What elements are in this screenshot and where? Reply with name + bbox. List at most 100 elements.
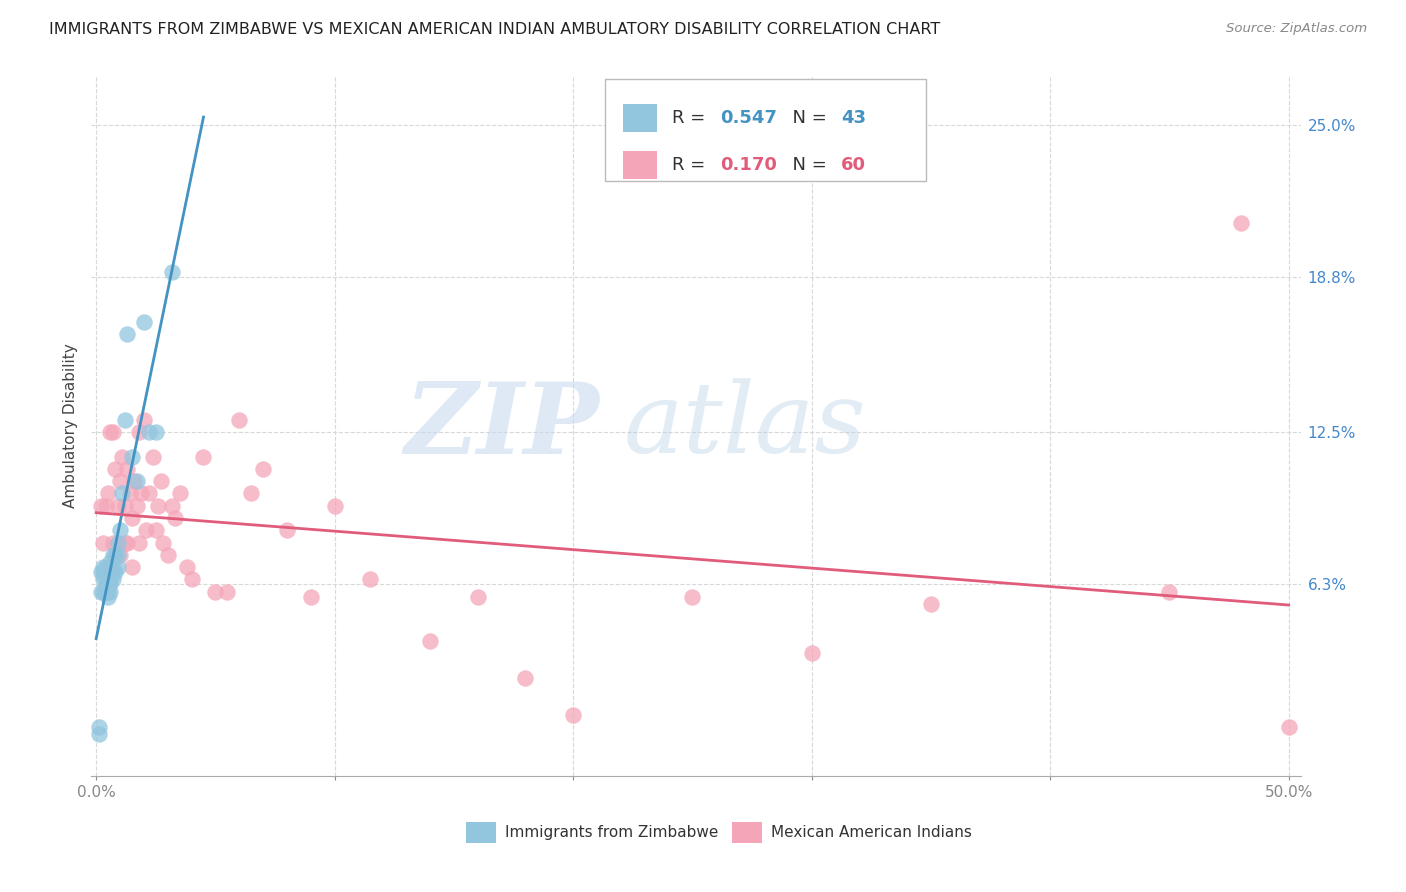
Point <box>91 560 114 574</box>
Point <box>359 573 381 587</box>
Point <box>100 560 122 574</box>
Point <box>101 560 124 574</box>
Text: atlas: atlas <box>623 378 866 474</box>
Point <box>169 486 191 500</box>
Bar <box>623 103 657 132</box>
Point <box>104 548 127 562</box>
Point <box>562 707 585 722</box>
Point <box>204 584 226 599</box>
Point <box>135 524 157 538</box>
Text: N =: N = <box>780 109 832 127</box>
Point <box>100 555 122 569</box>
Point <box>125 474 148 488</box>
Point <box>152 535 174 549</box>
Point <box>91 573 114 587</box>
Point <box>90 584 112 599</box>
Point <box>90 499 112 513</box>
Point <box>163 511 186 525</box>
Point <box>97 577 120 591</box>
Point <box>115 462 138 476</box>
Point <box>90 565 112 579</box>
Point <box>138 486 160 500</box>
Text: ZIP: ZIP <box>405 377 599 475</box>
Bar <box>623 152 657 179</box>
Point <box>87 727 110 741</box>
Text: Immigrants from Zimbabwe: Immigrants from Zimbabwe <box>505 824 718 839</box>
Point <box>97 565 120 579</box>
Point <box>114 499 136 513</box>
Point <box>87 720 110 734</box>
Point <box>107 499 129 513</box>
Point <box>193 450 215 464</box>
Text: N =: N = <box>780 156 832 175</box>
Point <box>91 535 114 549</box>
Point <box>101 535 124 549</box>
Point <box>101 565 124 579</box>
Point <box>114 413 136 427</box>
Point <box>94 499 117 513</box>
Y-axis label: Ambulatory Disability: Ambulatory Disability <box>63 343 79 508</box>
Point <box>108 524 131 538</box>
FancyBboxPatch shape <box>605 79 925 181</box>
Point <box>94 584 117 599</box>
Point <box>145 425 167 439</box>
Point <box>146 499 169 513</box>
Point <box>162 499 184 513</box>
Point <box>94 560 117 574</box>
Point <box>97 590 120 604</box>
Point <box>114 535 136 549</box>
Point <box>101 425 124 439</box>
Point <box>800 646 823 660</box>
Point <box>128 535 150 549</box>
Point <box>149 474 172 488</box>
Point <box>240 486 263 500</box>
Point <box>94 565 117 579</box>
Point <box>107 548 129 562</box>
Text: 43: 43 <box>841 109 866 127</box>
Point <box>107 535 129 549</box>
Point <box>131 486 153 500</box>
Point <box>252 462 274 476</box>
Point <box>101 573 124 587</box>
Point <box>101 548 124 562</box>
Point <box>108 474 131 488</box>
Point <box>681 590 703 604</box>
Text: Source: ZipAtlas.com: Source: ZipAtlas.com <box>1226 22 1367 36</box>
Point <box>111 450 134 464</box>
Point <box>100 577 122 591</box>
Point <box>180 573 202 587</box>
Point <box>97 560 120 574</box>
Point <box>138 425 160 439</box>
Text: Mexican American Indians: Mexican American Indians <box>770 824 972 839</box>
Point <box>104 462 127 476</box>
Text: IMMIGRANTS FROM ZIMBABWE VS MEXICAN AMERICAN INDIAN AMBULATORY DISABILITY CORREL: IMMIGRANTS FROM ZIMBABWE VS MEXICAN AMER… <box>49 22 941 37</box>
Bar <box>467 822 496 843</box>
Point <box>276 524 298 538</box>
Point <box>94 577 117 591</box>
Text: R =: R = <box>672 109 711 127</box>
Point <box>125 499 148 513</box>
Point <box>132 314 155 328</box>
Point <box>162 265 184 279</box>
Point <box>121 560 143 574</box>
Point <box>91 584 114 599</box>
Point <box>124 474 146 488</box>
Point <box>104 565 127 579</box>
Point <box>111 486 134 500</box>
Text: 0.170: 0.170 <box>720 156 778 175</box>
Point <box>100 584 122 599</box>
Point <box>97 573 120 587</box>
Point <box>108 548 131 562</box>
Point <box>145 524 167 538</box>
Point <box>920 597 942 611</box>
Point <box>299 590 322 604</box>
Text: 0.547: 0.547 <box>720 109 778 127</box>
Point <box>1159 584 1181 599</box>
Text: 60: 60 <box>841 156 866 175</box>
Point <box>176 560 198 574</box>
Point <box>100 565 122 579</box>
Point <box>419 634 441 648</box>
Point <box>121 450 143 464</box>
Point <box>94 573 117 587</box>
Point <box>467 590 489 604</box>
